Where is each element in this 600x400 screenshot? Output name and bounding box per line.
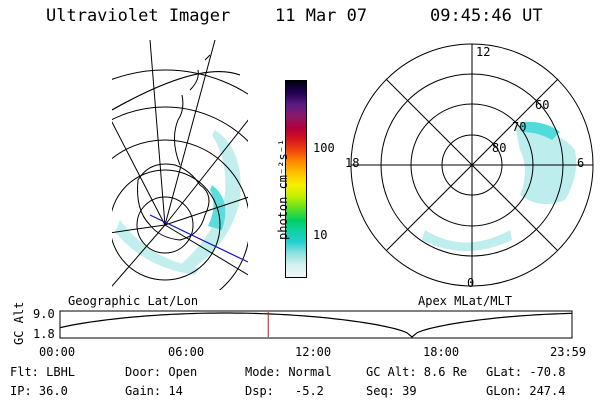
time-label: 09:45:46 UT (430, 6, 543, 26)
colorbar-tick-100: 100 (313, 141, 335, 155)
date-label: 11 Mar 07 (275, 6, 368, 26)
mlt-label-6: 6 (577, 156, 585, 170)
altitude-xtick-2359: 23:59 (550, 345, 587, 359)
mode-info: Mode: Normal (245, 365, 332, 379)
altitude-xtick-1200: 12:00 (295, 345, 332, 359)
dsp-label: Dsp: (245, 384, 274, 398)
glon-info: GLon: 247.4 (486, 384, 566, 398)
dsp-value: -5.2 (295, 384, 324, 398)
colorbar-tick-10: 10 (313, 228, 328, 242)
gain-info: Gain: 14 (125, 384, 183, 398)
mlat-label-80: 80 (492, 141, 507, 155)
altitude-xtick-0000: 00:00 (39, 345, 76, 359)
gc-alt-info: GC Alt: 8.6 Re (366, 365, 468, 379)
altitude-xtick-1800: 18:00 (423, 345, 460, 359)
geographic-panel-label: Geographic Lat/Lon (68, 294, 199, 308)
colorbar (285, 80, 307, 278)
instrument-title: Ultraviolet Imager (46, 6, 231, 26)
altitude-xtick-0600: 06:00 (168, 345, 205, 359)
altitude-ytick-top: 9.0 (33, 307, 55, 321)
mlat-label-70: 70 (512, 120, 527, 134)
filter-info: Flt: LBHL (10, 365, 76, 379)
mlat-label-60: 60 (535, 98, 550, 112)
mlt-label-18: 18 (345, 156, 360, 170)
apex-panel-label: Apex MLat/MLT (418, 294, 512, 308)
seq-info: Seq: 39 (366, 384, 417, 398)
mlt-label-12: 12 (476, 45, 491, 59)
door-info: Door: Open (125, 365, 198, 379)
glat-info: GLat: -70.8 (486, 365, 566, 379)
mlt-label-0: 0 (467, 276, 475, 290)
ip-info: IP: 36.0 (10, 384, 68, 398)
altitude-ytick-bottom: 1.8 (33, 327, 55, 341)
